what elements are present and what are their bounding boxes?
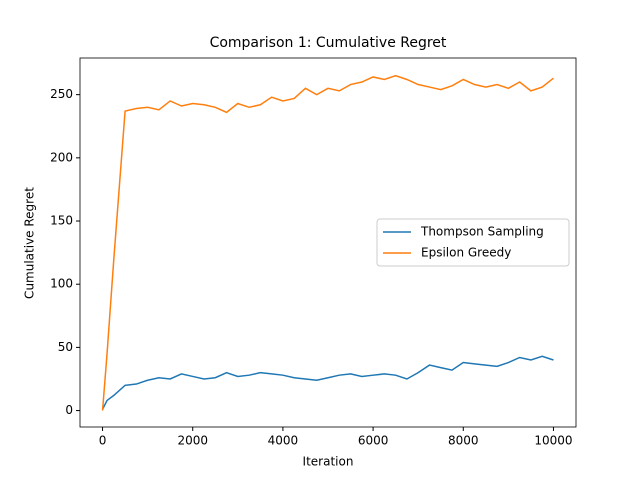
- y-tick-label: 100: [50, 277, 73, 291]
- series-line: [101, 355, 554, 410]
- legend-label: Epsilon Greedy: [421, 246, 511, 260]
- y-tick-label: 150: [50, 214, 73, 228]
- x-tick-label: 6000: [358, 434, 389, 448]
- y-axis-label: Cumulative Regret: [23, 187, 37, 299]
- y-tick-label: 200: [50, 150, 73, 164]
- legend-label: Thompson Sampling: [420, 225, 544, 239]
- legend-box: [376, 218, 570, 267]
- plot-frame: [79, 57, 577, 428]
- x-tick-label: 0: [99, 434, 107, 448]
- y-tick-label: 50: [58, 340, 73, 354]
- x-tick-label: 8000: [448, 434, 479, 448]
- chart-title: Comparison 1: Cumulative Regret: [210, 35, 447, 51]
- y-tick-label: 0: [65, 403, 73, 417]
- x-tick-label: 2000: [177, 434, 208, 448]
- y-tick-label: 250: [50, 87, 73, 101]
- x-tick-label: 10000: [534, 434, 572, 448]
- x-axis-label: Iteration: [303, 455, 354, 469]
- series-line: [101, 74, 554, 411]
- x-tick-label: 4000: [268, 434, 299, 448]
